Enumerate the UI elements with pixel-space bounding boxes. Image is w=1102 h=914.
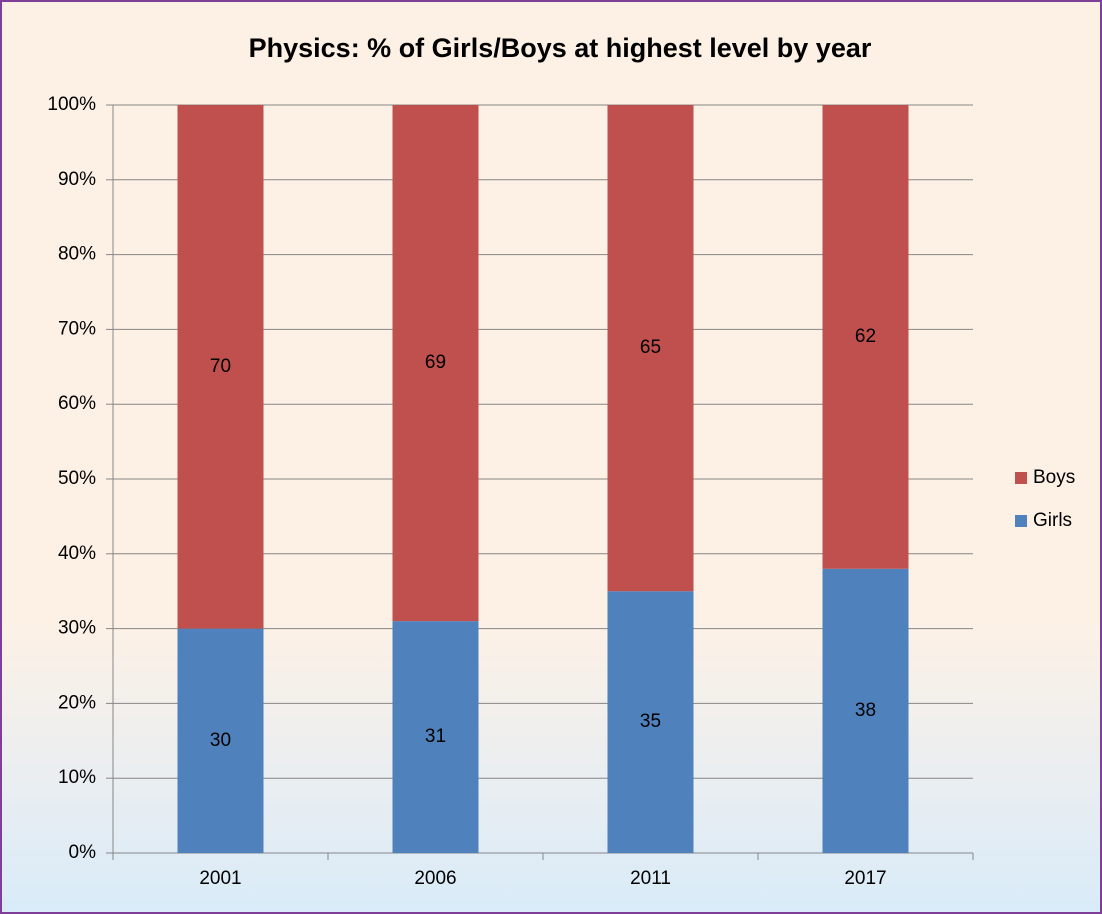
y-tick-label: 10%	[58, 767, 96, 788]
y-tick-label: 100%	[47, 94, 96, 115]
y-tick-label: 50%	[58, 468, 96, 489]
data-label: 65	[640, 337, 661, 358]
data-label: 38	[855, 700, 876, 721]
y-tick-label: 40%	[58, 543, 96, 564]
bar-segment	[392, 621, 479, 853]
y-tick-label: 90%	[58, 169, 96, 190]
y-tick-label: 20%	[58, 692, 96, 713]
bar-segment	[392, 105, 479, 622]
bar-segment	[607, 105, 694, 592]
data-label: 30	[210, 730, 231, 751]
chart-title: Physics: % of Girls/Boys at highest leve…	[249, 33, 872, 63]
legend-swatch	[1015, 515, 1027, 527]
data-label: 62	[855, 326, 876, 347]
bar-segment	[822, 568, 909, 853]
x-tick-label: 2011	[630, 868, 671, 889]
x-tick-label: 2006	[414, 868, 456, 889]
bar-segment	[607, 591, 694, 853]
data-label: 31	[425, 726, 446, 747]
x-tick-label: 2001	[199, 868, 241, 889]
y-tick-label: 0%	[69, 842, 97, 863]
x-tick-label: 2017	[844, 868, 886, 889]
bar-segment	[177, 628, 264, 853]
y-tick-label: 30%	[58, 618, 96, 639]
data-label: 70	[210, 356, 231, 377]
data-label: 35	[640, 711, 661, 732]
legend-label: Boys	[1033, 467, 1075, 488]
data-label: 69	[425, 352, 446, 373]
bar-segment	[177, 105, 264, 629]
bar-segment	[822, 105, 909, 569]
y-tick-label: 80%	[58, 244, 96, 265]
y-tick-label: 60%	[58, 393, 96, 414]
y-tick-label: 70%	[58, 318, 96, 339]
legend-swatch	[1015, 472, 1027, 484]
legend-label: Girls	[1033, 510, 1072, 531]
